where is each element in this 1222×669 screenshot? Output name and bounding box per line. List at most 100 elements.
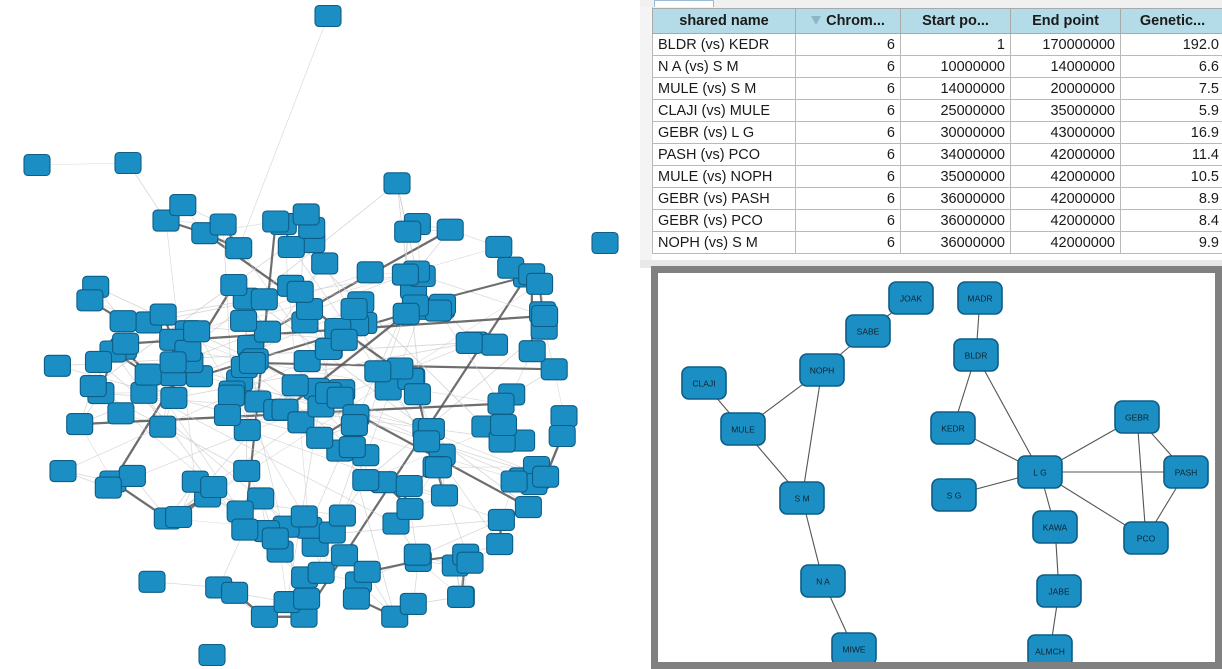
table-row[interactable]: PASH (vs) PCO 6 34000000 42000000 11.4 xyxy=(652,143,1222,166)
node-shape[interactable] xyxy=(230,309,258,332)
node-shape[interactable] xyxy=(436,218,464,241)
table-header-row[interactable]: shared name Chrom... Start po... End point G… xyxy=(652,8,1222,34)
network-node[interactable] xyxy=(198,643,226,667)
cell-end_point[interactable]: 20000000 xyxy=(1010,77,1121,100)
node-shape[interactable] xyxy=(1123,521,1169,555)
node-shape[interactable] xyxy=(1036,574,1082,608)
network-node[interactable] xyxy=(330,544,359,567)
node-shape[interactable] xyxy=(518,340,546,363)
network-node[interactable] xyxy=(79,375,107,398)
cell-end_point[interactable]: 35000000 xyxy=(1010,99,1121,122)
node-shape[interactable] xyxy=(165,505,193,529)
node-shape[interactable] xyxy=(531,304,559,328)
cell-shared_name[interactable]: GEBR (vs) PASH xyxy=(652,187,796,210)
cell-genetic[interactable]: 16.9 xyxy=(1120,121,1222,144)
network-node[interactable] xyxy=(287,411,315,434)
network-node[interactable] xyxy=(292,203,320,226)
network-edge[interactable] xyxy=(275,221,486,427)
node-shape[interactable] xyxy=(198,643,226,667)
node-shape[interactable] xyxy=(290,505,318,528)
network-node[interactable] xyxy=(286,280,314,303)
node-shape[interactable] xyxy=(779,481,825,515)
network-node[interactable] xyxy=(340,414,368,437)
network-node[interactable] xyxy=(49,460,77,483)
network-node[interactable] xyxy=(326,386,354,409)
cell-genetic[interactable]: 10.5 xyxy=(1120,165,1222,188)
network-node[interactable] xyxy=(338,436,366,459)
column-header-start_point[interactable]: Start po... xyxy=(900,8,1011,34)
network-node[interactable] xyxy=(480,333,509,356)
node-shape[interactable] xyxy=(720,412,766,446)
network-node[interactable] xyxy=(353,560,381,583)
node-shape[interactable] xyxy=(293,350,321,373)
cell-genetic[interactable]: 8.9 xyxy=(1120,187,1222,210)
node-shape[interactable] xyxy=(394,220,422,243)
node-shape[interactable] xyxy=(456,551,484,574)
node-shape[interactable] xyxy=(221,581,249,604)
network-edge[interactable] xyxy=(438,310,502,404)
node-shape[interactable] xyxy=(1163,455,1209,489)
node-shape[interactable] xyxy=(338,436,366,459)
node-shape[interactable] xyxy=(76,289,104,312)
network-node[interactable] xyxy=(109,310,137,333)
node-shape[interactable] xyxy=(356,261,384,284)
node-shape[interactable] xyxy=(159,351,187,374)
cell-start_point[interactable]: 36000000 xyxy=(900,231,1011,254)
network-node[interactable]: KEDR xyxy=(930,411,976,445)
network-node[interactable] xyxy=(160,386,188,409)
node-shape[interactable] xyxy=(94,476,122,499)
network-view-full[interactable] xyxy=(0,0,640,669)
table-row[interactable]: MULE (vs) NOPH 6 35000000 42000000 10.5 xyxy=(652,165,1222,188)
edge-table-panel[interactable]: shared name Chrom... Start po... End point G… xyxy=(640,0,1222,268)
cell-genetic[interactable]: 7.5 xyxy=(1120,77,1222,100)
cell-end_point[interactable]: 170000000 xyxy=(1010,33,1121,56)
node-shape[interactable] xyxy=(253,320,282,343)
network-node[interactable] xyxy=(430,484,459,507)
node-shape[interactable] xyxy=(286,280,314,303)
table-row[interactable]: MULE (vs) S M 6 14000000 20000000 7.5 xyxy=(652,77,1222,100)
cell-end_point[interactable]: 14000000 xyxy=(1010,55,1121,78)
node-shape[interactable] xyxy=(225,237,253,260)
node-shape[interactable] xyxy=(200,475,228,499)
cell-end_point[interactable]: 42000000 xyxy=(1010,165,1121,188)
network-node[interactable] xyxy=(413,430,441,453)
network-node[interactable]: CLAJI xyxy=(681,366,727,400)
node-shape[interactable] xyxy=(23,153,51,177)
node-shape[interactable] xyxy=(213,403,242,427)
node-shape[interactable] xyxy=(487,392,515,415)
node-shape[interactable] xyxy=(957,281,1003,315)
network-node[interactable] xyxy=(447,585,475,608)
network-node[interactable] xyxy=(261,527,289,550)
cell-start_point[interactable]: 10000000 xyxy=(900,55,1011,78)
network-node[interactable] xyxy=(485,235,513,258)
node-shape[interactable] xyxy=(112,332,140,355)
node-shape[interactable] xyxy=(800,564,846,598)
cell-chromosome[interactable]: 6 xyxy=(795,231,901,254)
network-node[interactable] xyxy=(340,297,368,321)
node-shape[interactable] xyxy=(392,302,420,325)
network-node[interactable] xyxy=(391,263,419,286)
network-node[interactable]: GEBR xyxy=(1114,400,1160,434)
network-node[interactable] xyxy=(455,331,483,354)
network-node[interactable] xyxy=(250,605,278,628)
network-node[interactable] xyxy=(253,320,282,343)
node-shape[interactable] xyxy=(209,213,237,236)
network-node[interactable]: N A xyxy=(800,564,846,598)
network-node[interactable] xyxy=(209,213,237,236)
network-node[interactable] xyxy=(489,413,518,437)
network-node[interactable]: MULE xyxy=(720,412,766,446)
node-shape[interactable] xyxy=(250,605,278,628)
node-shape[interactable] xyxy=(403,383,431,406)
network-edge[interactable] xyxy=(207,496,343,516)
network-edge[interactable] xyxy=(222,224,233,392)
network-node[interactable] xyxy=(526,272,554,295)
node-shape[interactable] xyxy=(526,272,554,295)
node-shape[interactable] xyxy=(540,358,568,381)
network-node[interactable] xyxy=(231,518,259,541)
node-shape[interactable] xyxy=(326,386,354,409)
network-node[interactable] xyxy=(225,237,253,260)
network-edge[interactable] xyxy=(238,15,329,249)
network-view-filtered[interactable]: CLAJI MULE NOPH SABE JOAK S M N A MIWE MADR BLDR K… xyxy=(651,266,1222,669)
cell-shared_name[interactable]: MULE (vs) NOPH xyxy=(652,165,796,188)
node-shape[interactable] xyxy=(413,430,441,453)
